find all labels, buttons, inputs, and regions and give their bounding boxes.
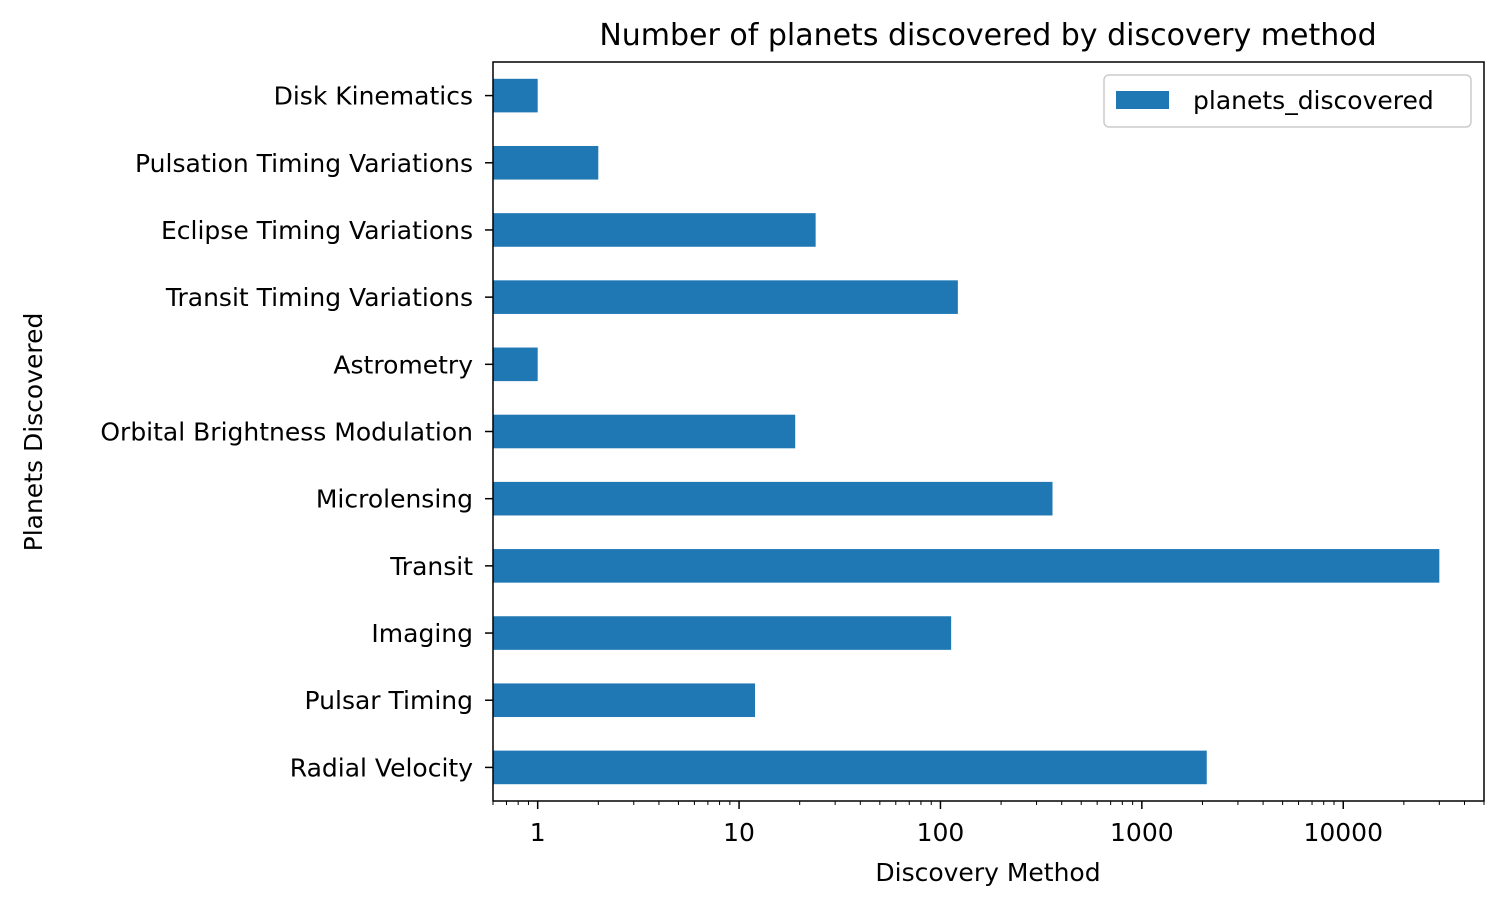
- chart-title: Number of planets discovered by discover…: [599, 18, 1376, 53]
- legend-swatch: [1116, 91, 1169, 109]
- bar-imaging: [493, 616, 952, 650]
- bar-orbital-brightness-modulation: [493, 414, 796, 449]
- bar-pulsation-timing-variations: [493, 145, 599, 180]
- y-tick-label: Microlensing: [316, 485, 473, 514]
- y-tick-label: Astrometry: [333, 350, 473, 379]
- y-tick-label: Pulsation Timing Variations: [135, 149, 473, 178]
- bar-disk-kinematics: [493, 78, 538, 113]
- y-tick-label: Disk Kinematics: [274, 82, 473, 111]
- x-tick-label: 1: [530, 818, 546, 847]
- bar-transit: [493, 549, 1440, 583]
- bar-eclipse-timing-variations: [493, 213, 816, 247]
- bar-astrometry: [493, 347, 538, 382]
- y-axis-label: Planets Discovered: [19, 313, 48, 552]
- legend: planets_discovered: [1103, 74, 1472, 128]
- bar-transit-timing-variations: [493, 280, 958, 314]
- legend-box: [1103, 74, 1472, 128]
- bar-pulsar-timing: [493, 683, 756, 718]
- x-tick-label: 1000: [1110, 818, 1174, 847]
- y-tick-label: Pulsar Timing: [305, 686, 473, 715]
- y-axis: Radial Velocity Pulsar Timing Imaging Trans…: [100, 82, 493, 782]
- x-tick-label: 100: [917, 818, 965, 847]
- y-tick-label: Transit Timing Variations: [165, 283, 473, 312]
- x-axis: 1 10 100 1000 10000: [492, 801, 1485, 847]
- bar-radial-velocity: [493, 750, 1207, 785]
- legend-label: planets_discovered: [1193, 86, 1434, 115]
- x-axis-label: Discovery Method: [875, 858, 1100, 887]
- y-tick-label: Imaging: [371, 619, 473, 648]
- bar-microlensing: [493, 481, 1053, 516]
- x-tick-label: 10000: [1303, 818, 1383, 847]
- y-tick-label: Eclipse Timing Variations: [161, 216, 473, 245]
- x-tick-label: 10: [723, 818, 755, 847]
- y-tick-label: Transit: [389, 552, 473, 581]
- y-tick-label: Radial Velocity: [290, 753, 473, 782]
- y-tick-label: Orbital Brightness Modulation: [100, 418, 473, 447]
- bars-layer: [493, 78, 1440, 785]
